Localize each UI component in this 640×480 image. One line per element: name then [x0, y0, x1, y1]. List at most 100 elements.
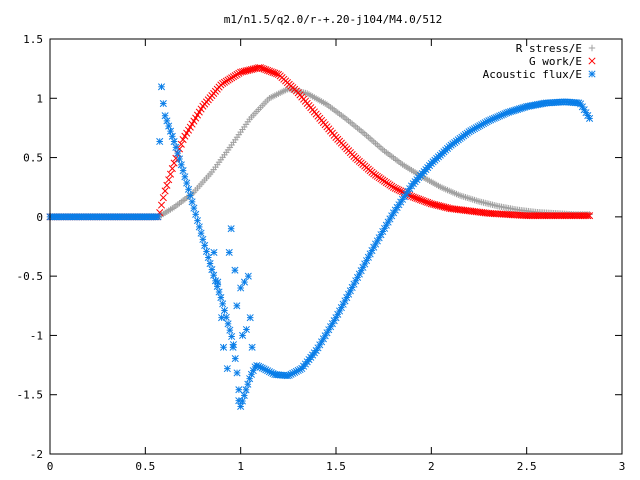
data-point	[177, 140, 185, 148]
data-point	[217, 294, 225, 302]
data-point	[172, 143, 180, 151]
series-2	[46, 83, 594, 411]
data-point	[225, 248, 233, 256]
data-point	[229, 343, 237, 351]
data-point	[179, 167, 187, 175]
data-point	[190, 204, 198, 212]
data-point	[220, 306, 229, 315]
data-point	[210, 271, 218, 279]
data-point	[193, 217, 202, 225]
data-point	[395, 186, 403, 194]
data-point	[233, 302, 241, 310]
data-point	[165, 176, 173, 184]
data-point	[166, 170, 175, 178]
x-tick-label: 2	[428, 460, 435, 473]
data-point	[208, 266, 216, 274]
data-point	[237, 402, 245, 411]
data-point	[184, 185, 193, 193]
y-tick-label: 0	[36, 211, 43, 224]
x-tick-label: 3	[619, 460, 626, 473]
data-point	[226, 326, 234, 334]
data-point	[161, 187, 169, 195]
data-point	[177, 161, 185, 169]
y-tick-label: 1	[36, 92, 43, 105]
data-point	[244, 272, 252, 280]
data-point	[248, 343, 256, 351]
data-point	[175, 155, 184, 163]
data-point	[159, 100, 167, 108]
ticks-layer: 0 0.5 1 1.5 2 2.5 3 -2 -1.5 -1 -0.5 0 0.5 1 1.5	[17, 33, 626, 473]
data-point	[181, 173, 189, 181]
x-tick-label: 0	[47, 460, 54, 473]
data-point	[186, 192, 194, 200]
y-tick-label: -1.5	[17, 389, 44, 402]
data-point	[227, 225, 235, 233]
data-layer	[46, 64, 594, 411]
x-tick-label: 1.5	[326, 460, 346, 473]
data-point	[239, 331, 247, 339]
x-tick-label: 2.5	[517, 460, 537, 473]
data-point	[235, 397, 243, 405]
data-point	[586, 212, 594, 220]
x-tick-label: 0.5	[135, 460, 155, 473]
y-tick-label: -1	[30, 329, 43, 342]
data-point	[157, 201, 166, 209]
data-point	[156, 137, 164, 146]
legend-marker	[588, 57, 596, 65]
data-point	[393, 185, 401, 193]
data-point	[228, 332, 236, 341]
data-point	[170, 137, 178, 146]
data-point	[407, 192, 416, 200]
data-point	[154, 213, 162, 221]
data-point	[206, 259, 214, 268]
data-point	[192, 210, 200, 218]
data-point	[159, 194, 167, 202]
data-point	[210, 248, 218, 256]
data-point	[352, 277, 360, 285]
data-point	[242, 386, 250, 394]
data-point	[224, 320, 232, 328]
data-point	[584, 212, 592, 220]
data-point	[233, 369, 241, 377]
data-point	[235, 386, 243, 394]
data-point	[330, 317, 338, 325]
data-point	[195, 223, 203, 231]
data-point	[188, 198, 196, 206]
data-point	[201, 241, 209, 249]
data-point	[163, 181, 171, 189]
data-point	[214, 278, 222, 286]
data-point	[219, 343, 228, 351]
data-point	[244, 380, 252, 388]
plot-frame	[49, 38, 623, 455]
legend-marker	[588, 44, 596, 52]
data-point	[168, 132, 176, 140]
y-tick-label: -2	[30, 448, 43, 461]
data-point	[246, 314, 254, 322]
data-point	[199, 235, 207, 243]
legend-marker	[588, 70, 596, 78]
data-point	[202, 247, 211, 256]
series-1	[46, 64, 594, 221]
y-tick-label: 0.5	[23, 152, 43, 165]
data-point	[218, 314, 226, 322]
y-tick-label: 1.5	[23, 33, 43, 46]
data-point	[170, 159, 178, 167]
data-point	[273, 70, 281, 78]
data-point	[389, 183, 398, 191]
data-point	[242, 325, 250, 334]
data-point	[197, 229, 205, 237]
data-point	[223, 365, 231, 373]
legend-label: G work/E	[529, 55, 582, 68]
data-point	[174, 149, 182, 157]
chart-title: m1/n1.5/q2.0/r-+.20-j104/M4.0/512	[224, 13, 443, 26]
data-point	[397, 187, 405, 195]
legend-label: R stress/E	[516, 42, 582, 55]
series-0	[46, 85, 593, 221]
data-point	[215, 288, 223, 296]
series-3	[210, 225, 256, 405]
data-point	[204, 253, 212, 262]
data-point	[179, 136, 187, 144]
data-point	[157, 83, 166, 91]
